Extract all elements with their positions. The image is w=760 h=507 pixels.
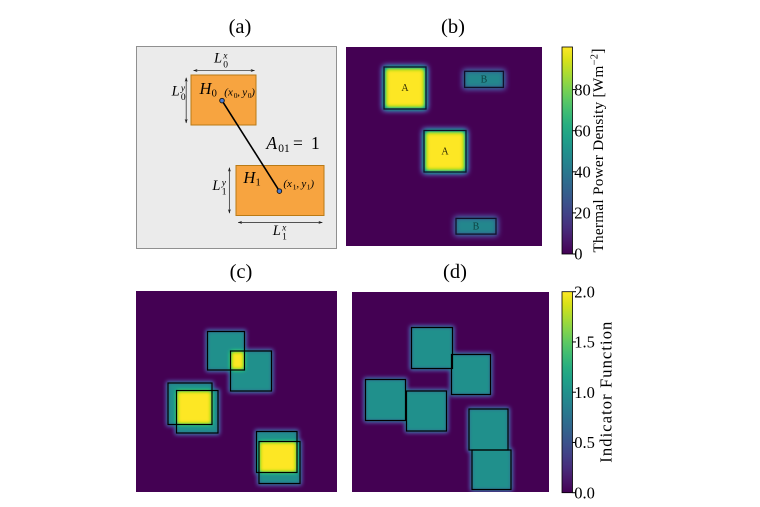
svg-text:0: 0 [234, 91, 238, 100]
svg-text:L: L [171, 84, 180, 100]
svg-text:0.5: 0.5 [574, 433, 595, 452]
svg-text:B: B [473, 222, 480, 233]
svg-text:H: H [199, 79, 213, 98]
svg-text:x: x [281, 224, 287, 234]
svg-text:(b): (b) [441, 16, 465, 38]
svg-text:(d): (d) [443, 261, 467, 283]
svg-text:(x: (x [224, 87, 233, 99]
svg-text:): ) [309, 178, 314, 190]
svg-text:01: 01 [278, 143, 290, 155]
svg-text:1: 1 [222, 188, 227, 198]
svg-text:1: 1 [293, 182, 297, 191]
svg-text:L: L [211, 178, 220, 194]
svg-text:L: L [272, 223, 281, 239]
svg-text:20: 20 [574, 204, 591, 223]
svg-text:1: 1 [311, 133, 320, 153]
svg-text:=: = [293, 133, 303, 153]
svg-text:40: 40 [574, 163, 591, 182]
svg-text:H: H [242, 168, 256, 187]
svg-text:1: 1 [256, 178, 261, 189]
svg-text:(x: (x [283, 178, 292, 190]
svg-text:Thermal Power Density [Wm−2]: Thermal Power Density [Wm−2] [590, 49, 608, 253]
svg-text:B: B [481, 75, 488, 86]
svg-text:0.0: 0.0 [574, 483, 595, 502]
svg-text:(c): (c) [230, 261, 253, 283]
svg-text:2.0: 2.0 [574, 282, 595, 301]
svg-text:0: 0 [212, 89, 217, 100]
svg-text:80: 80 [574, 80, 591, 99]
svg-text:1: 1 [307, 182, 311, 191]
svg-text:y: y [221, 179, 227, 189]
svg-text:0: 0 [223, 60, 228, 70]
svg-text:A: A [441, 147, 449, 158]
svg-text:0: 0 [574, 245, 582, 264]
svg-text:A: A [401, 83, 409, 94]
svg-text:0: 0 [181, 93, 186, 103]
svg-text:1.5: 1.5 [574, 333, 595, 352]
svg-text:1.0: 1.0 [574, 383, 595, 402]
svg-text:x: x [222, 51, 228, 61]
svg-text:y: y [180, 84, 186, 94]
svg-text:0: 0 [248, 91, 252, 100]
svg-text:Indicator Function: Indicator Function [597, 322, 616, 463]
svg-text:): ) [250, 87, 255, 99]
svg-text:A: A [265, 133, 277, 153]
svg-text:L: L [213, 51, 222, 67]
svg-text:60: 60 [574, 121, 591, 140]
svg-text:1: 1 [282, 233, 287, 243]
svg-text:(a): (a) [229, 16, 252, 38]
svg-text:, y: , y [296, 178, 306, 190]
svg-text:, y: , y [237, 87, 247, 99]
